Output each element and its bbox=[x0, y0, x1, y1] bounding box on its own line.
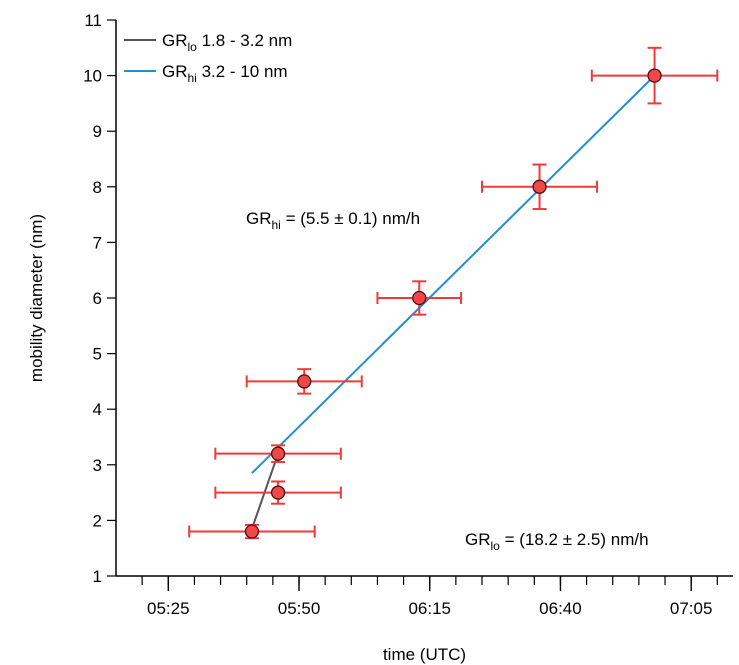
data-point bbox=[297, 374, 312, 389]
error-bars bbox=[188, 46, 719, 540]
y-tick-label: 11 bbox=[84, 11, 102, 30]
y-tick-label: 2 bbox=[93, 511, 102, 530]
axes: 1 2 3 4 5 6 7 8 9 10 11 05:25 05:50 06:15 06:40 07:05 ti… bbox=[27, 11, 733, 664]
y-tick-label: 1 bbox=[93, 567, 102, 586]
x-axis-label: time (UTC) bbox=[383, 645, 466, 664]
x-tick-label: 07:05 bbox=[670, 599, 713, 618]
annotations: GRhi = (5.5 ± 0.1) nm/h GRlo = (18.2 ± 2.… bbox=[246, 209, 649, 553]
annotation: GRlo = (18.2 ± 2.5) nm/h bbox=[465, 530, 649, 553]
x-tick-label: 06:15 bbox=[408, 599, 451, 618]
x-tick-label: 05:50 bbox=[278, 599, 321, 618]
legend: GRlo 1.8 - 3.2 nm GRhi 3.2 - 10 nm bbox=[124, 31, 292, 85]
y-tick-label: 10 bbox=[83, 67, 102, 86]
y-tick-label: 3 bbox=[93, 456, 102, 475]
y-tick-label: 4 bbox=[93, 400, 102, 419]
data-point bbox=[244, 524, 260, 539]
y-tick-label: 7 bbox=[93, 233, 102, 252]
y-tick-label: 5 bbox=[93, 345, 102, 364]
x-tick-label: 05:25 bbox=[147, 599, 190, 618]
data-point bbox=[647, 68, 662, 83]
data-point bbox=[412, 290, 427, 306]
y-tick-label: 6 bbox=[93, 289, 102, 308]
y-tick-label: 8 bbox=[93, 178, 102, 197]
legend-entry: GRhi 3.2 - 10 nm bbox=[162, 62, 288, 85]
x-tick-label: 06:40 bbox=[539, 599, 582, 618]
annotation: GRhi = (5.5 ± 0.1) nm/h bbox=[246, 209, 420, 232]
markers bbox=[244, 68, 662, 539]
fit-line bbox=[251, 74, 656, 474]
fit-line bbox=[251, 453, 280, 530]
y-axis-label: mobility diameter (nm) bbox=[27, 214, 46, 382]
y-tick-label: 9 bbox=[93, 122, 102, 141]
fit-lines bbox=[251, 74, 656, 530]
legend-entry: GRlo 1.8 - 3.2 nm bbox=[162, 31, 292, 54]
data-point bbox=[270, 446, 286, 461]
data-point bbox=[270, 485, 286, 500]
data-point bbox=[532, 179, 547, 194]
